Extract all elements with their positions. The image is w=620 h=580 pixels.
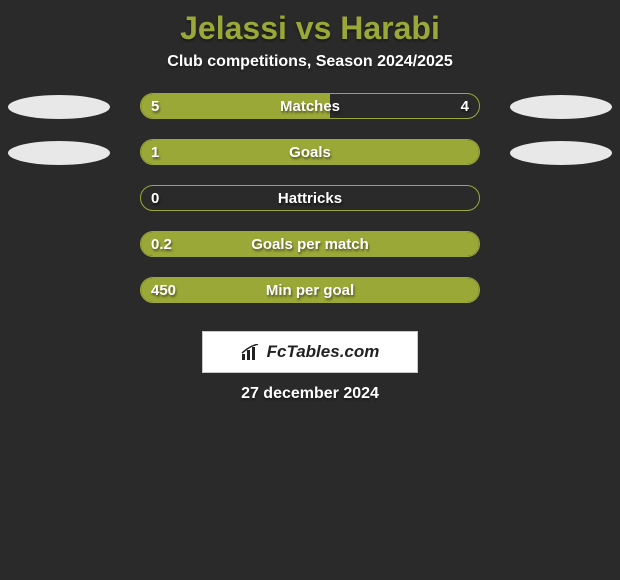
stat-label: Goals: [141, 140, 479, 165]
stat-right-value: 4: [461, 94, 469, 119]
subtitle: Club competitions, Season 2024/2025: [0, 53, 620, 93]
player-badge-right: [510, 141, 612, 165]
stat-label: Matches: [141, 94, 479, 119]
stat-row: 1Goals: [0, 139, 620, 185]
stat-bar: 5Matches4: [140, 93, 480, 119]
page-title: Jelassi vs Harabi: [0, 0, 620, 53]
stat-label: Min per goal: [141, 278, 479, 303]
player-badge-left: [8, 95, 110, 119]
stat-rows: 5Matches4 1Goals 0Hattricks 0.2Goals per ma…: [0, 93, 620, 323]
date-label: 27 december 2024: [0, 385, 620, 403]
brand-logo: FcTables.com: [202, 331, 418, 373]
stat-bar: 0Hattricks: [140, 185, 480, 211]
stat-row: 0.2Goals per match: [0, 231, 620, 277]
stat-bar: 450Min per goal: [140, 277, 480, 303]
stat-row: 5Matches4: [0, 93, 620, 139]
player-badge-left: [8, 141, 110, 165]
stat-label: Hattricks: [141, 186, 479, 211]
stat-row: 450Min per goal: [0, 277, 620, 323]
stat-bar: 0.2Goals per match: [140, 231, 480, 257]
stat-label: Goals per match: [141, 232, 479, 257]
player-badge-right: [510, 95, 612, 119]
chart-icon: [241, 344, 261, 360]
stat-row: 0Hattricks: [0, 185, 620, 231]
stat-bar: 1Goals: [140, 139, 480, 165]
brand-label: FcTables.com: [267, 342, 380, 362]
